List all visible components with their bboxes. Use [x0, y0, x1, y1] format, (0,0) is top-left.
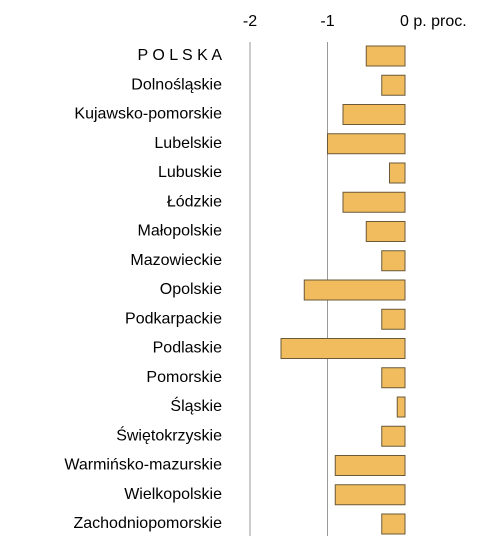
- bar: [342, 191, 406, 213]
- y-tick-label: Dolnośląskie: [131, 76, 222, 93]
- bar: [389, 162, 406, 184]
- bar: [334, 484, 406, 506]
- bar: [381, 367, 406, 389]
- y-tick-label: Kujawsko-pomorskie: [74, 106, 222, 123]
- bar: [327, 133, 406, 155]
- bar: [303, 279, 406, 301]
- y-tick-label: Łódzkie: [167, 193, 222, 210]
- y-tick-label: Mazowieckie: [130, 252, 222, 269]
- x-tick-label: 0 p. proc.: [400, 13, 467, 30]
- y-tick-label: Podlaskie: [153, 340, 222, 357]
- bar: [381, 308, 406, 330]
- y-tick-label: Świętokrzyskie: [116, 425, 222, 444]
- bar: [342, 104, 406, 125]
- y-tick-label: P O L S K A: [138, 47, 223, 64]
- y-tick-label: Lubuskie: [158, 164, 222, 181]
- bar: [334, 455, 406, 476]
- bar: [381, 425, 406, 447]
- x-tick-label: -2: [243, 13, 257, 30]
- y-tick-label: Wielkopolskie: [124, 486, 222, 503]
- bar: [381, 250, 406, 272]
- x-tick-label: -1: [320, 13, 334, 30]
- bar: [396, 396, 406, 418]
- y-tick-label: Podkarpackie: [125, 310, 222, 327]
- y-tick-label: Warmińsko-mazurskie: [64, 457, 222, 474]
- bar: [365, 221, 406, 242]
- bar: [365, 45, 406, 67]
- y-tick-label: Małopolskie: [138, 223, 223, 240]
- bar: [381, 74, 406, 96]
- y-tick-label: Śląskie: [170, 396, 222, 415]
- y-tick-label: Lubelskie: [154, 135, 222, 152]
- y-tick-label: Zachodniopomorskie: [73, 515, 222, 532]
- y-tick-label: Pomorskie: [146, 369, 222, 386]
- bar: [280, 338, 406, 359]
- bar: [381, 513, 406, 535]
- y-tick-label: Opolskie: [160, 281, 222, 298]
